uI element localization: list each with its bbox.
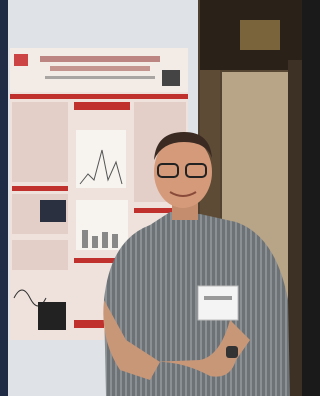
poster-logo xyxy=(14,54,28,66)
poster-bar xyxy=(12,186,68,191)
poster-text-block xyxy=(12,240,68,270)
poster-chart-bar xyxy=(102,232,108,248)
poster-image xyxy=(40,200,66,222)
edge xyxy=(0,0,8,396)
poster-logo xyxy=(162,70,180,86)
name-badge-text xyxy=(204,296,232,300)
poster-image xyxy=(38,302,66,330)
poster-title-line xyxy=(40,56,160,62)
light xyxy=(240,20,280,50)
name-badge xyxy=(198,286,238,320)
poster-chart-bar xyxy=(112,234,118,248)
wall xyxy=(288,60,302,396)
poster-chart-bar xyxy=(92,236,98,248)
photo xyxy=(0,0,302,396)
watch xyxy=(226,346,238,358)
poster-text-block xyxy=(12,102,68,182)
poster-chart-bar xyxy=(82,230,88,248)
poster-bar xyxy=(74,102,130,110)
poster-authors xyxy=(45,76,155,79)
poster-bar xyxy=(74,320,104,328)
poster-bar xyxy=(10,94,188,99)
poster-title-line xyxy=(50,66,150,71)
